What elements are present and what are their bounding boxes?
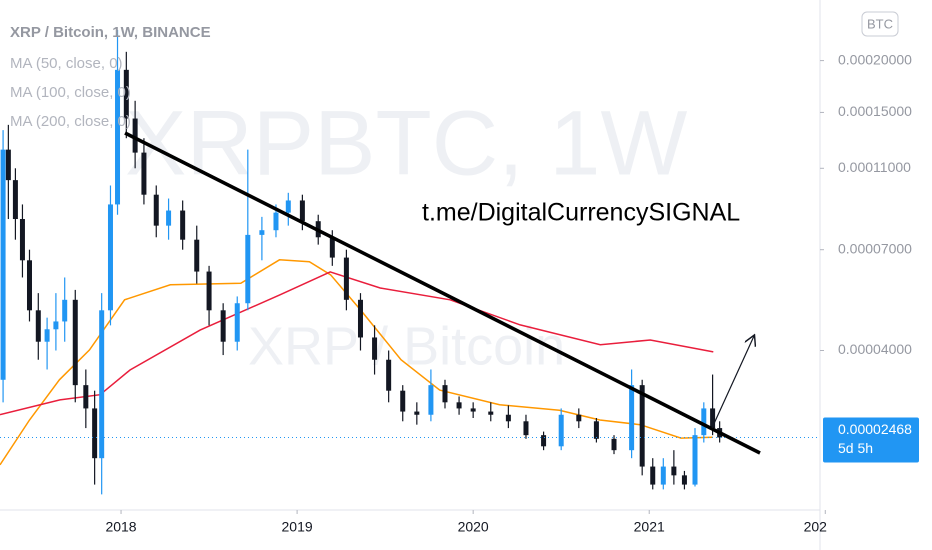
candle-body: [123, 69, 129, 119]
candle-body: [0, 149, 6, 380]
candle-body: [259, 230, 265, 235]
candle-body: [329, 237, 335, 258]
candle-body: [558, 414, 564, 447]
candle-body: [132, 118, 138, 153]
indicator-label: MA (100, close, 0): [10, 84, 131, 101]
x-tick-label: 2018: [105, 519, 136, 535]
candle-body: [299, 200, 305, 222]
candle-body: [611, 438, 617, 451]
indicator-legend: MA (50, close, 0) MA (100, close, 0) MA (2…: [10, 55, 131, 130]
indicator-label: MA (50, close, 0): [10, 55, 123, 72]
candle-body: [442, 385, 448, 403]
trend-line: [124, 131, 761, 455]
candle-body: [400, 390, 406, 412]
x-tick-label: 2020: [458, 519, 489, 535]
candle-body: [107, 204, 113, 311]
countdown-label: 5d 5h: [838, 440, 873, 456]
candle-body: [692, 435, 698, 485]
candle-body: [5, 149, 11, 181]
watermark-sub: XRP / Bitcoin: [248, 316, 565, 376]
candle-body: [541, 435, 547, 447]
chart-title: XRP / Bitcoin, 1W, BINANCE: [10, 24, 211, 41]
candle-body: [166, 210, 172, 226]
candle-body: [681, 475, 687, 485]
candle-body: [62, 299, 68, 322]
candle-body: [35, 310, 41, 342]
candle-body: [505, 414, 511, 422]
candle-body: [83, 385, 89, 409]
candle-body: [53, 321, 59, 330]
y-tick-label: 0.00004000: [838, 341, 912, 357]
candle-body: [357, 299, 363, 338]
candle-body: [629, 385, 635, 451]
currency-label: BTC: [867, 16, 893, 31]
candle-body: [234, 303, 240, 342]
candle-body: [141, 152, 147, 195]
indicator-label: MA (200, close, 0): [10, 113, 131, 130]
currency-badge[interactable]: [861, 11, 899, 37]
candle-body: [343, 257, 349, 300]
candle-body: [639, 385, 645, 467]
watermark: XRPBTC, 1W: [125, 92, 687, 194]
candle-body: [456, 402, 462, 409]
candle-body: [660, 466, 666, 485]
candle-body: [593, 421, 599, 439]
plot-area: [0, 30, 820, 495]
candle-body: [523, 421, 529, 436]
candle-body: [488, 411, 494, 415]
candle-body: [99, 310, 105, 459]
candle-body: [428, 385, 434, 415]
candle-body: [701, 408, 707, 436]
candle-body: [386, 359, 392, 391]
y-tick-label: 0.00020000: [838, 51, 912, 67]
candle-body: [576, 414, 582, 422]
candle-body: [153, 194, 159, 226]
candle-body: [92, 408, 98, 459]
candle-body: [180, 210, 186, 240]
candle-body: [273, 212, 279, 231]
candle-body: [650, 466, 656, 485]
candle-body: [26, 260, 32, 311]
price-label-box: [823, 417, 919, 463]
y-tick-label: 0.00007000: [838, 240, 912, 256]
candle-body: [671, 466, 677, 476]
candle-body: [19, 219, 25, 261]
candle-body: [72, 299, 78, 386]
candle-body: [414, 411, 420, 415]
candle-body: [12, 180, 18, 220]
candle-body: [115, 69, 121, 205]
candle-body: [710, 408, 716, 429]
x-tick-label: 2021: [634, 519, 665, 535]
arrow: [711, 336, 754, 429]
candle-body: [206, 271, 212, 311]
y-tick-label: 0.00011000: [838, 159, 911, 175]
candle-body: [470, 408, 476, 412]
annotation: t.me/DigitalCurrencySIGNAL: [422, 199, 740, 227]
y-tick-label: 0.00015000: [838, 103, 912, 119]
candle-body: [285, 200, 291, 213]
candle-body: [194, 239, 200, 272]
candle-body: [220, 310, 226, 342]
price-label: 0.00002468: [838, 421, 912, 437]
candle-body: [372, 337, 378, 360]
x-tick-label: 2019: [282, 519, 313, 535]
x-tick-label: 202: [804, 519, 828, 535]
candle-body: [44, 329, 50, 342]
ma-line: [0, 259, 713, 466]
candle-body: [245, 234, 251, 304]
